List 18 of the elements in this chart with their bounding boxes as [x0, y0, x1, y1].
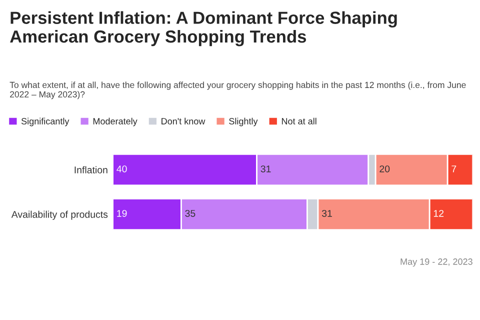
legend-label: Moderately — [93, 118, 138, 126]
data-label: 31 — [322, 210, 332, 217]
y-tick-label: Availability of products — [11, 210, 108, 220]
data-label: 20 — [380, 165, 390, 172]
y-tick-label: Inflation — [74, 166, 108, 174]
legend-label: Slightly — [229, 118, 258, 126]
data-label: 7 — [452, 166, 456, 172]
legend-label: Don't know — [162, 118, 206, 124]
data-label: 12 — [434, 210, 444, 217]
chart-title: Persistent Inflation: A Dominant Force Shaping American Grocery Shopping Trends — [10, 11, 397, 46]
data-label: 40 — [116, 165, 127, 172]
chart-subtitle: To what extent, if at all, have the following affected your grocery shopping habits in the past 12 months (i.e., from June 2022 – May 2023)? — [10, 82, 466, 100]
legend-label: Significantly — [21, 118, 70, 126]
text: May 19 - 22, 2023 — [400, 258, 472, 267]
legend-label: Not at all — [282, 118, 316, 124]
data-label: 35 — [185, 210, 196, 217]
data-label: 19 — [117, 210, 127, 217]
data-label: 31 — [260, 165, 271, 172]
